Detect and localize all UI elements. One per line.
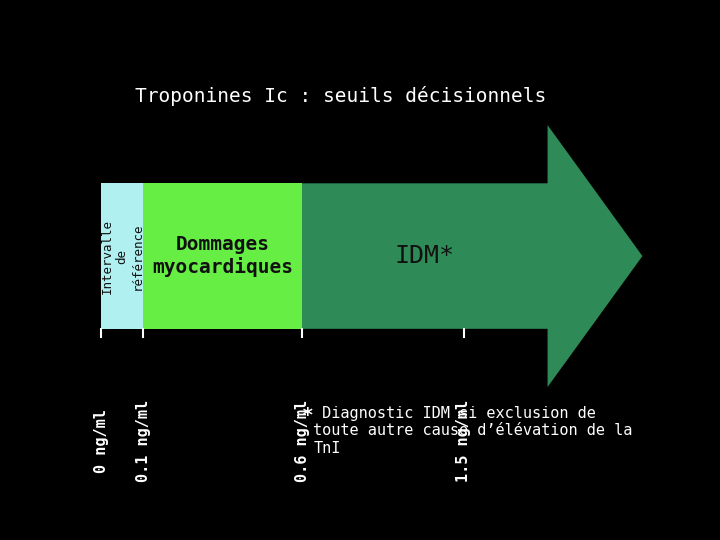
Text: IDM*: IDM* xyxy=(395,244,455,268)
Text: Intervalle
de
référence: Intervalle de référence xyxy=(101,219,143,294)
Text: 0 ng/ml: 0 ng/ml xyxy=(94,409,109,473)
Polygon shape xyxy=(101,125,642,387)
Bar xyxy=(101,183,143,329)
Text: 1.5 ng/ml: 1.5 ng/ml xyxy=(456,400,472,482)
Text: Dommages
myocardiques: Dommages myocardiques xyxy=(152,235,293,277)
Text: 0.1 ng/ml: 0.1 ng/ml xyxy=(135,400,150,482)
Bar xyxy=(143,183,302,329)
Text: *: * xyxy=(302,406,314,425)
Text: Troponines Ic : seuils décisionnels: Troponines Ic : seuils décisionnels xyxy=(135,85,546,106)
Text: 0.6 ng/ml: 0.6 ng/ml xyxy=(294,400,310,482)
Text: Diagnostic IDM si exclusion de
toute autre cause d’élévation de la
TnI: Diagnostic IDM si exclusion de toute aut… xyxy=(313,406,633,456)
